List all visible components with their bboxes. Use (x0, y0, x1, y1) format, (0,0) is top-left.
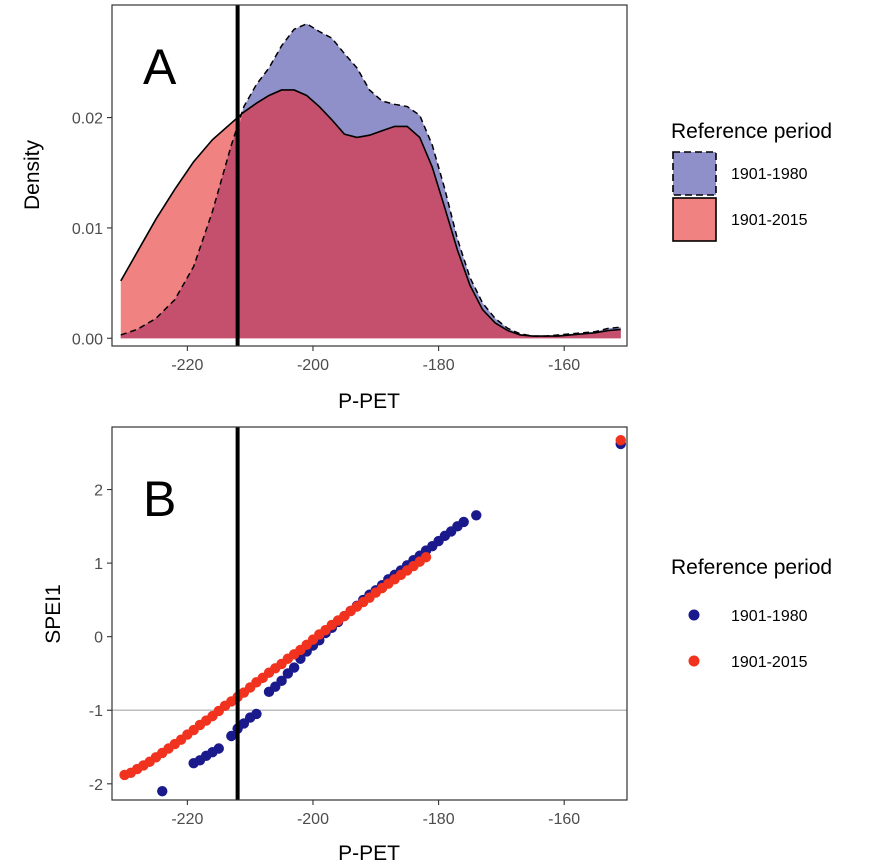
density-line-1901-1980 (120, 22, 621, 337)
panel-b-y-axis: -2 -1 0 1 2 (89, 483, 112, 794)
legend-b-key-1901-1980 (688, 609, 700, 621)
legend-a-label-1901-1980: 1901-1980 (731, 166, 808, 183)
legend-a-title: Reference period (671, 120, 832, 143)
panel-a-density-areas (120, 22, 621, 339)
legend-b-label-1901-2015: 1901-2015 (731, 654, 808, 671)
panel-a-y-title: Density (21, 139, 44, 210)
legend-a: Reference period 1901-1980 1901-2015 (671, 120, 832, 242)
panel-b-x-tick-label: -200 (297, 811, 329, 828)
panel-a-x-title: P-PET (338, 390, 400, 413)
point-1901-2015 (420, 552, 432, 563)
panel-b-y-tick-label: 1 (94, 556, 103, 573)
panel-a-x-tick-label: -220 (171, 357, 203, 374)
panel-b-x-tick-label: -160 (548, 811, 580, 828)
legend-a-key-1901-2015 (672, 197, 717, 242)
point-1901-1980 (276, 675, 287, 687)
legend-a-label-1901-2015: 1901-2015 (731, 212, 808, 229)
legend-a-key-1901-1980 (672, 151, 717, 196)
panel-a-y-tick-label: 0.02 (72, 111, 103, 128)
point-1901-1980 (251, 708, 262, 720)
legend-b-title: Reference period (671, 556, 832, 579)
panel-b-tag: B (143, 471, 176, 527)
panel-a: A -220 -200 -180 -160 0.00 0.01 0.02 P-PET De… (21, 4, 628, 413)
density-line-1901-2015 (120, 89, 621, 337)
panel-b-y-tick-label: -2 (89, 777, 103, 794)
panel-a-x-axis: -220 -200 -180 -160 (171, 346, 580, 374)
point-1901-1980 (471, 510, 482, 521)
point-1901-2015 (615, 435, 626, 446)
legend-b-label-1901-1980: 1901-1980 (731, 608, 808, 625)
panel-b-x-tick-label: -220 (171, 811, 203, 828)
panel-b-border (111, 426, 628, 801)
point-1901-1980 (213, 743, 224, 754)
panel-b-y-tick-label: -1 (89, 703, 103, 720)
panel-b-x-axis: -220 -200 -180 -160 (171, 800, 580, 828)
point-1901-1980 (157, 785, 168, 797)
panel-a-y-tick-label: 0.00 (72, 331, 103, 348)
panel-b-y-tick-label: 2 (94, 483, 103, 500)
panel-b-x-tick-label: -180 (423, 811, 455, 828)
panel-b-points (119, 435, 626, 797)
point-1901-1980 (458, 516, 469, 528)
panel-b-y-tick-label: 0 (94, 630, 103, 647)
panel-b-y-title: SPEI1 (42, 584, 65, 644)
density-area-overlap (120, 89, 621, 339)
panel-b-background (112, 427, 627, 800)
panel-a-tag: A (143, 39, 177, 95)
legend-b: Reference period 1901-1980 1901-2015 (671, 556, 832, 671)
panel-b-x-title: P-PET (338, 842, 400, 865)
panel-a-border (111, 4, 628, 347)
point-1901-1980 (226, 730, 237, 742)
panel-a-x-tick-label: -180 (423, 357, 455, 374)
panel-a-y-axis: 0.00 0.01 0.02 (72, 111, 112, 348)
panel-a-x-tick-label: -160 (548, 357, 580, 374)
legend-b-key-1901-2015 (688, 655, 700, 667)
point-1901-1980 (288, 662, 300, 673)
panel-b: B -220 -200 -180 -160 -2 -1 0 1 2 P-PET SPEI1 (42, 426, 628, 865)
panel-a-y-tick-label: 0.01 (72, 221, 103, 238)
panel-a-x-tick-label: -200 (297, 357, 329, 374)
